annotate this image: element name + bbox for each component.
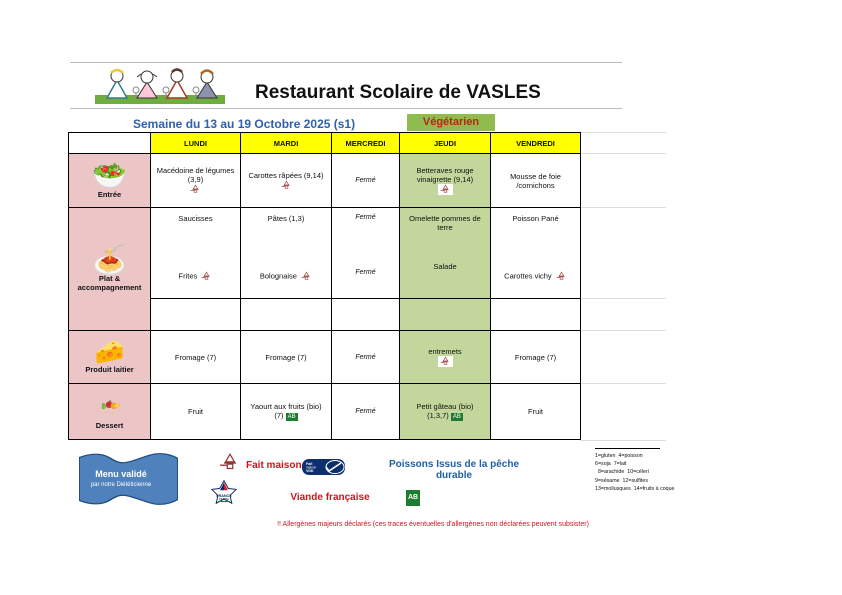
- svg-text:VDK: VDK: [306, 469, 314, 473]
- svg-text:PECHE: PECHE: [219, 497, 229, 501]
